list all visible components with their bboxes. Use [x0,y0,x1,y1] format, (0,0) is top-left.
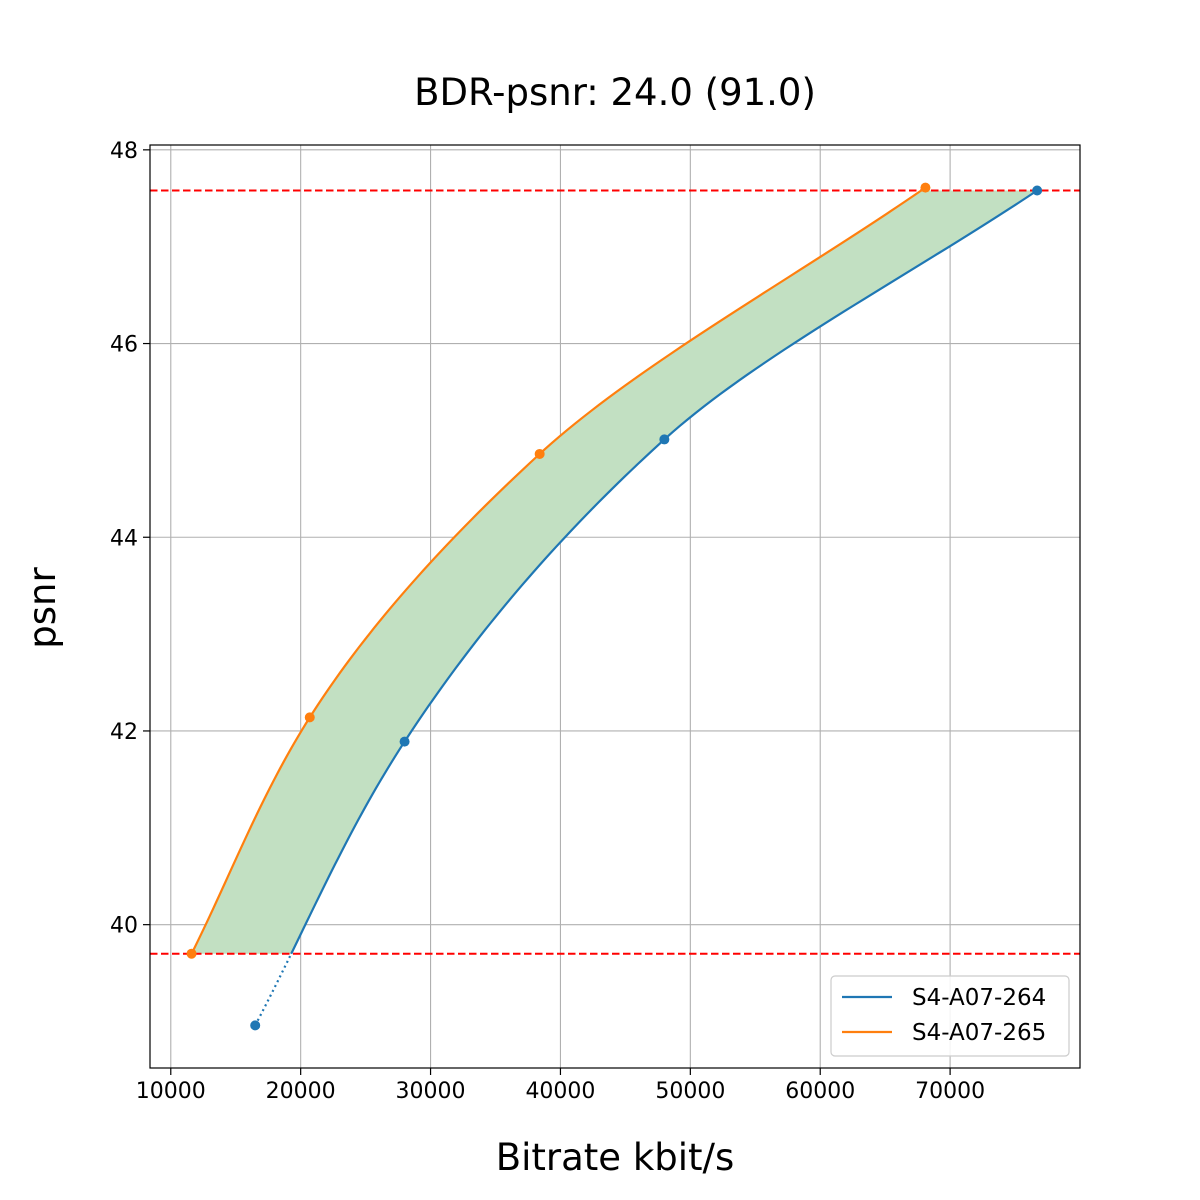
x-axis-title: Bitrate kbit/s [496,1136,735,1179]
series-265-point [186,948,197,959]
y-tick-label: 44 [110,526,138,551]
x-tick-label: 70000 [915,1079,985,1104]
plot-frame [149,144,1081,1069]
y-tick-label: 46 [110,333,138,358]
x-tick-label: 50000 [655,1079,725,1104]
series-264-point [1032,185,1043,196]
y-tick-label: 48 [110,139,138,164]
series-265-line [190,186,927,955]
x-tick-label: 10000 [136,1079,206,1104]
series-265-point [920,182,931,193]
legend-label: S4-A07-265 [912,1020,1046,1046]
x-tick-label: 60000 [785,1079,855,1104]
y-axis-title: psnr [21,567,64,649]
series-265-point [304,712,315,723]
series-265-point [534,448,545,459]
series-264-point [250,1020,261,1031]
series-264-line [290,189,1038,955]
y-tick-label: 42 [110,720,138,745]
plot-area: 10000 20000 30000 40000 50000 60000 70000 40 42 4… [110,139,1081,1104]
x-tick-label: 30000 [396,1079,466,1104]
chart-title: BDR-psnr: 24.0 (91.0) [414,71,816,114]
y-tick-label: 40 [110,914,138,939]
series-264-point [399,736,410,747]
series-264-point [659,434,670,445]
series-264-extrapolated-line [254,953,293,1026]
x-tick-label: 20000 [266,1079,336,1104]
legend: S4-A07-264 S4-A07-265 [830,975,1070,1057]
legend-label: S4-A07-264 [912,985,1046,1011]
x-tick-label: 40000 [525,1079,595,1104]
difference-fill-area [191,190,1038,954]
